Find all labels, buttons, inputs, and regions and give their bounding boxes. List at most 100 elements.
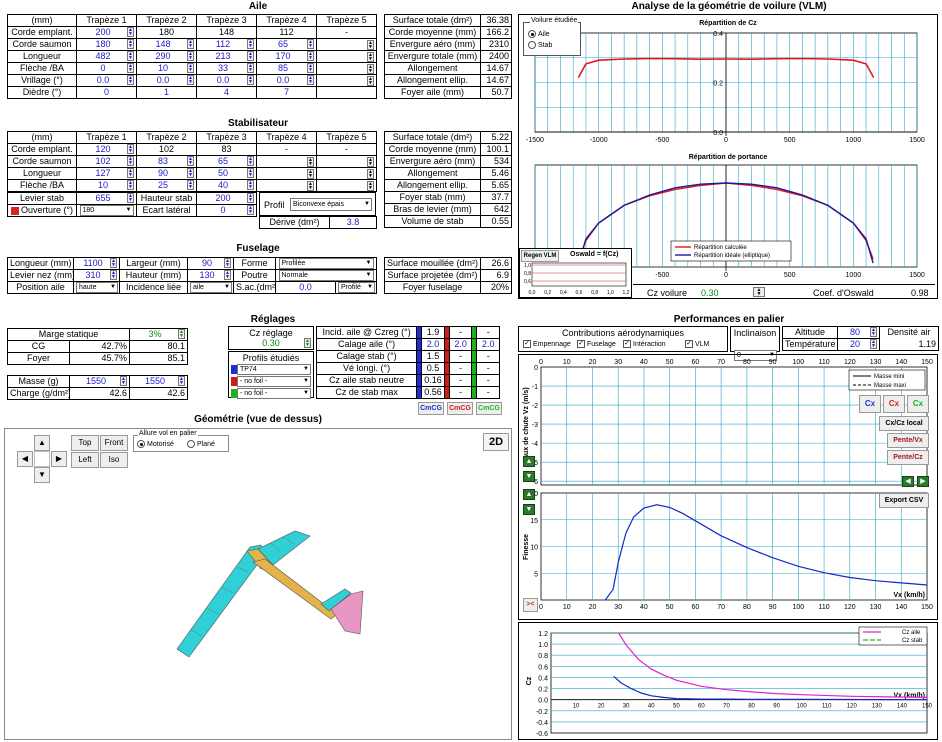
aile-cell[interactable]: 0 ▲ ▼ — [76, 62, 137, 75]
marge-value[interactable]: 3% ▲ ▼ — [129, 328, 188, 341]
aile-radio[interactable]: Aile — [528, 30, 550, 38]
aile-cell[interactable]: 0.0 ▲ ▼ — [196, 74, 257, 87]
spin-icon[interactable]: ▲ ▼ — [187, 51, 194, 61]
spin-icon[interactable]: ▲ ▼ — [127, 63, 134, 73]
aile-cell[interactable]: ▲ ▼ — [316, 74, 377, 87]
stab-radio[interactable]: Stab — [528, 41, 552, 49]
zoom-down-button[interactable]: ▼ — [523, 471, 535, 482]
view-iso-button[interactable]: Iso — [100, 452, 128, 468]
stab-cell[interactable]: 83 ▲ ▼ — [136, 155, 197, 168]
largeur-value[interactable]: 90 ▲ ▼ — [187, 256, 234, 271]
spin-icon[interactable]: ▲ ▼ — [187, 156, 194, 166]
spin-icon[interactable]: ▲ ▼ — [307, 51, 314, 61]
spin-icon[interactable]: ▲ ▼ — [870, 339, 877, 349]
spin-icon[interactable]: ▲ ▼ — [367, 168, 374, 179]
aile-cell[interactable]: ▲ ▼ — [316, 62, 377, 75]
aile-cell[interactable]: ▲ ▼ — [316, 38, 377, 51]
aile-cell[interactable]: 290 ▲ ▼ — [136, 50, 197, 63]
cx-green-button[interactable]: Cx — [907, 395, 929, 413]
profil-select[interactable]: Biconvexe épais — [290, 198, 372, 211]
spin-icon[interactable]: ▲ ▼ — [307, 39, 314, 49]
stab-cell[interactable]: ▲ ▼ — [256, 155, 317, 168]
cz-reglage-value[interactable]: 0.30 ▲ ▼ — [262, 338, 311, 348]
pente-cz-button[interactable]: Pente/Cz — [887, 450, 929, 465]
stab-cell[interactable]: 102 ▲ ▼ — [76, 155, 137, 168]
spin-icon[interactable]: ▲ ▼ — [247, 180, 254, 190]
spin-icon[interactable]: ▲ ▼ — [127, 39, 134, 49]
pan-down-button[interactable]: ▼ — [34, 467, 50, 483]
spin-icon[interactable]: ▲ ▼ — [367, 75, 374, 86]
spin-icon[interactable]: ▲ ▼ — [178, 329, 185, 339]
poutre-select[interactable]: Normale — [275, 269, 377, 283]
plane-radio[interactable]: Plané — [187, 440, 215, 448]
stab-cell[interactable]: 127 ▲ ▼ — [76, 167, 137, 180]
zoom-down-button-2[interactable]: ▼ — [523, 504, 535, 515]
aile-cell[interactable]: 85 ▲ ▼ — [256, 62, 317, 75]
spin-icon[interactable]: ▲ ▼ — [120, 376, 127, 386]
spin-icon[interactable]: ▲ ▼ — [187, 75, 194, 85]
scroll-right-button[interactable]: ▶ — [917, 476, 929, 487]
spin-icon[interactable]: ▲ ▼ — [367, 156, 374, 167]
spin-icon[interactable]: ▲ ▼ — [247, 168, 254, 178]
sac-value[interactable]: 0.0 — [275, 281, 336, 295]
derive-value[interactable]: 3.8 — [329, 216, 377, 229]
levier-stab-value[interactable]: 655 ▲ ▼ — [76, 192, 137, 205]
aile-cell[interactable]: 0.0 ▲ ▼ — [136, 74, 197, 87]
view-top-button[interactable]: Top — [71, 435, 99, 451]
pan-left-button[interactable]: ◀ — [17, 451, 33, 467]
spin-icon[interactable]: ▲ ▼ — [307, 75, 314, 85]
reglage-value[interactable]: 2.0 — [476, 338, 500, 351]
pan-up-button[interactable]: ▲ — [34, 435, 50, 451]
cx-cz-local-button[interactable]: Cx/Cz local — [879, 416, 929, 431]
stab-cell[interactable]: ▲ ▼ — [316, 155, 377, 168]
aile-cell[interactable]: 10 ▲ ▼ — [136, 62, 197, 75]
temperature-value[interactable]: 20 ▲ ▼ — [837, 338, 880, 351]
stab-cell[interactable]: 120 ▲ ▼ — [76, 143, 137, 156]
aile-cell[interactable]: 213 ▲ ▼ — [196, 50, 257, 63]
spin-icon[interactable]: ▲ ▼ — [187, 180, 194, 190]
spin-icon[interactable]: ▲ ▼ — [127, 144, 134, 154]
cmcg-blue-button[interactable]: CmCG — [418, 402, 444, 415]
cmcg-green-button[interactable]: CmCG — [476, 402, 502, 415]
stab-cell[interactable]: 40 ▲ ▼ — [196, 179, 257, 192]
spin-icon[interactable]: ▲ ▼ — [127, 180, 134, 190]
stab-cell[interactable]: ▲ ▼ — [316, 179, 377, 192]
altitude-value[interactable]: 80 ▲ ▼ — [837, 326, 880, 339]
spin-icon[interactable]: ▲ ▼ — [187, 39, 194, 49]
spin-icon[interactable]: ▲ ▼ — [870, 327, 877, 337]
spin-icon[interactable]: ▲ ▼ — [247, 39, 254, 49]
aile-cell[interactable]: 112 ▲ ▼ — [196, 38, 257, 51]
reglage-value[interactable]: 2.0 — [421, 338, 445, 351]
spin-icon[interactable]: ▲ ▼ — [224, 258, 231, 269]
spin-icon[interactable]: ▲ ▼ — [367, 180, 374, 191]
cmcg-red-button[interactable]: CmCG — [447, 402, 473, 415]
spin-icon[interactable]: ▲ ▼ — [304, 338, 311, 348]
zoom-up-button[interactable]: ▲ — [523, 456, 535, 467]
motorise-radio[interactable]: Motorisé — [137, 440, 174, 448]
spin-icon[interactable]: ▲ ▼ — [367, 51, 374, 62]
levier-nez-value[interactable]: 310 ▲ ▼ — [73, 269, 120, 283]
forme-select[interactable]: Profilée — [275, 256, 377, 271]
profil-row-3[interactable]: - no foil - — [231, 388, 311, 400]
reglage-value[interactable]: 2.0 — [448, 338, 473, 351]
aile-cell[interactable]: 180 ▲ ▼ — [76, 38, 137, 51]
spin-icon[interactable]: ▲ ▼ — [127, 27, 134, 37]
aile-cell[interactable]: 482 ▲ ▼ — [76, 50, 137, 63]
spin-icon[interactable]: ▲ ▼ — [247, 193, 254, 203]
spin-icon[interactable]: ▲ ▼ — [247, 156, 254, 166]
cx-red-button[interactable]: Cx — [883, 395, 905, 413]
view-left-button[interactable]: Left — [71, 452, 99, 468]
stab-cell[interactable]: 10 ▲ ▼ — [76, 179, 137, 192]
interaction-checkbox[interactable]: ✓ Intéraction — [623, 340, 666, 348]
spin-icon[interactable]: ▲ ▼ — [127, 51, 134, 61]
spin-icon[interactable]: ▲ ▼ — [187, 168, 194, 178]
spin-icon[interactable]: ▲ ▼ — [127, 156, 134, 166]
spin-icon[interactable]: ▲ ▼ — [367, 39, 374, 50]
aile-cell[interactable]: 170 ▲ ▼ — [256, 50, 317, 63]
spin-icon[interactable]: ▲ ▼ — [127, 75, 134, 85]
masse-maxi-value[interactable]: 1550 ▲ ▼ — [129, 375, 188, 388]
aile-cell[interactable]: 148 ▲ ▼ — [136, 38, 197, 51]
spin-icon[interactable]: ▲ ▼ — [187, 63, 194, 73]
geometrie-viewport[interactable]: ▲ ◀ ▶ ▼ Top Front Left Iso Allure vol en… — [4, 428, 512, 740]
spin-icon[interactable]: ▲ ▼ — [367, 63, 374, 74]
